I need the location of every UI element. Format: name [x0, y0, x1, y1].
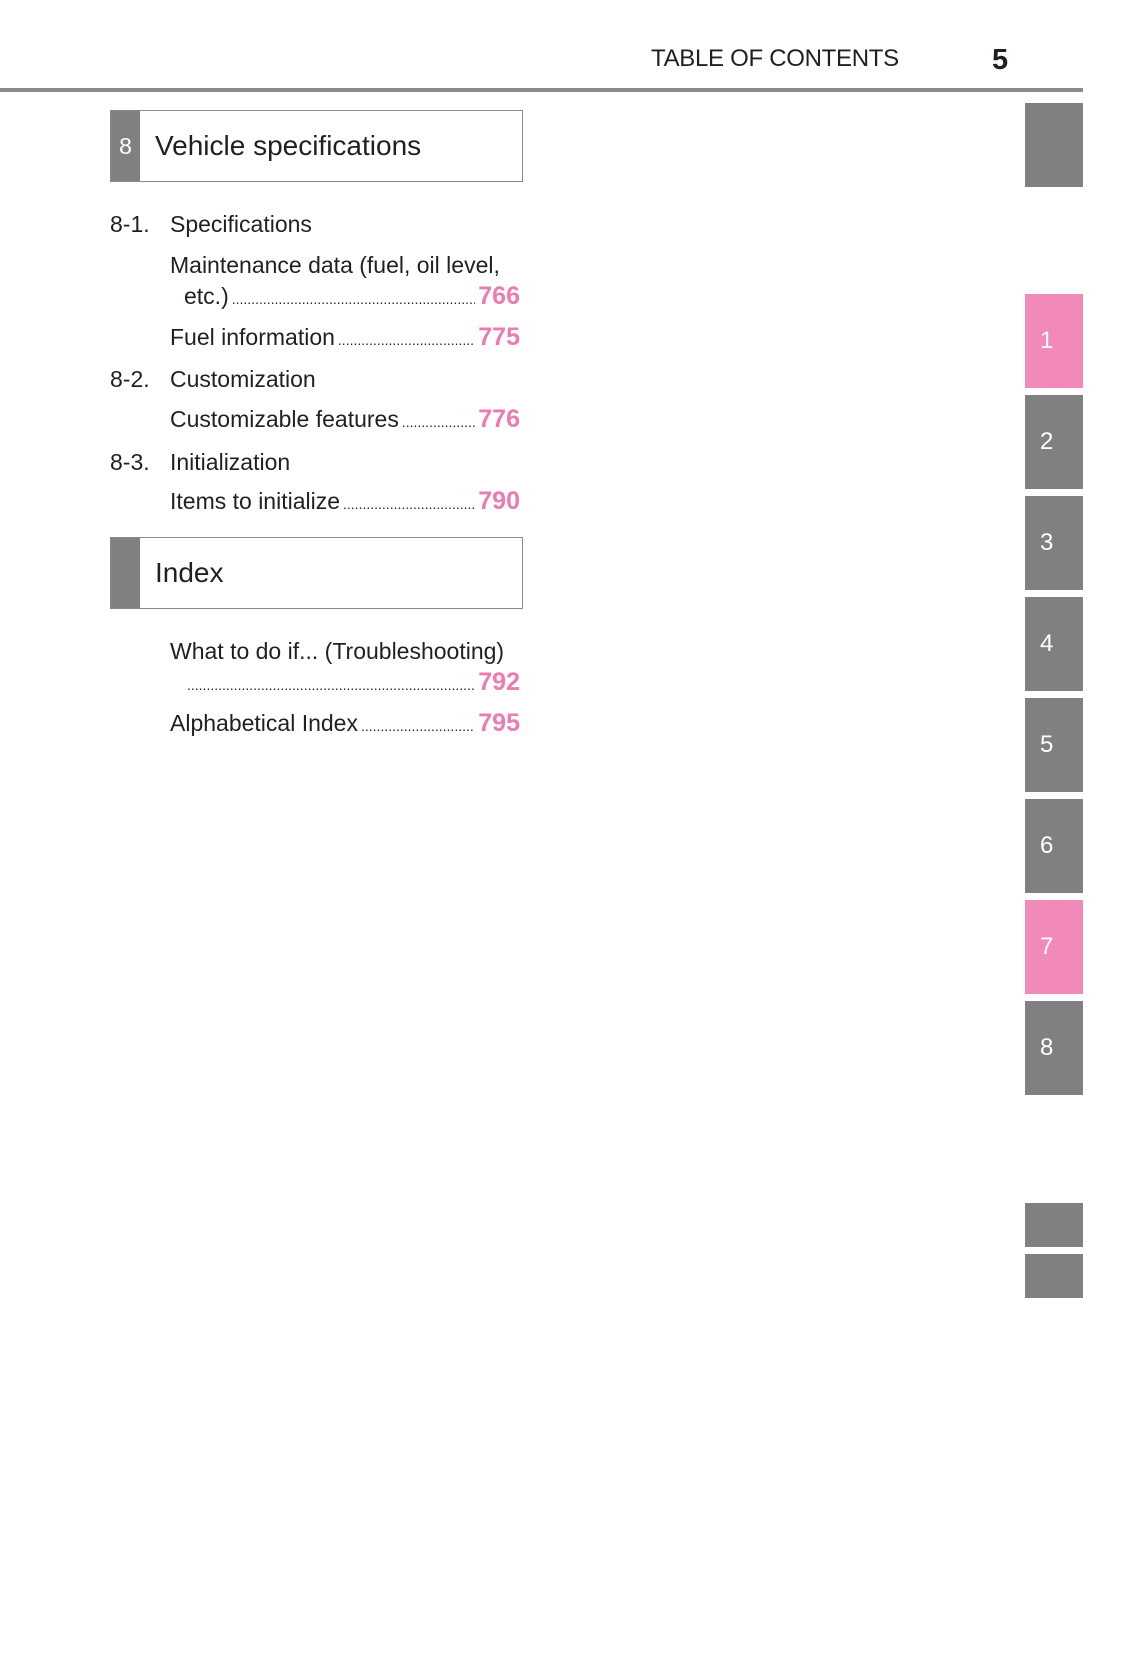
toc-entry-line: Maintenance data (fuel, oil level,: [170, 252, 500, 278]
leader-dots: [338, 332, 475, 348]
entry-page[interactable]: 775: [478, 323, 520, 351]
toc-entry[interactable]: Customizable features 776: [170, 405, 520, 434]
toc-entry[interactable]: Fuel information 775: [170, 323, 520, 352]
toc-entry-line: What to do if... (Troubleshooting): [170, 638, 505, 664]
entry-page[interactable]: 795: [478, 709, 520, 737]
leader-dots: [361, 718, 475, 734]
toc-entry[interactable]: 792: [184, 668, 520, 697]
thumb-tab-7[interactable]: 7: [1025, 900, 1083, 994]
index-bar: [111, 538, 140, 608]
section-title: Initialization: [170, 449, 291, 475]
thumb-tab-extra-1[interactable]: [1025, 1203, 1083, 1247]
section-heading: 8-2. Customization: [110, 366, 316, 393]
leader-dots: [402, 414, 475, 430]
chapter-number: 8: [111, 111, 140, 181]
section-number: 8-1.: [110, 211, 150, 237]
leader-dots: [232, 291, 476, 307]
section-heading: 8-1. Specifications: [110, 211, 312, 238]
thumb-tab-3[interactable]: 3: [1025, 496, 1083, 590]
entry-page[interactable]: 792: [478, 668, 520, 696]
thumb-tab-1[interactable]: 1: [1025, 294, 1083, 388]
page-number: 5: [992, 44, 1009, 76]
thumb-tab-4[interactable]: 4: [1025, 597, 1083, 691]
index-title: Index: [155, 557, 224, 588]
toc-entry[interactable]: Items to initialize 790: [170, 487, 520, 516]
thumb-tab-extra-2[interactable]: [1025, 1254, 1083, 1298]
entry-label: Customizable features: [170, 406, 399, 432]
thumb-tab-6[interactable]: 6: [1025, 799, 1083, 893]
toc-entry[interactable]: Alphabetical Index 795: [170, 709, 520, 738]
chapter-title: Vehicle specifications: [155, 130, 422, 161]
entry-page[interactable]: 776: [478, 405, 520, 433]
entry-page[interactable]: 766: [478, 282, 520, 310]
header-rule: [0, 88, 1083, 92]
section-number: 8-2.: [110, 366, 150, 392]
entry-label: Alphabetical Index: [170, 710, 358, 736]
chapter-8-heading: 8 Vehicle specifications: [110, 110, 523, 182]
section-number: 8-3.: [110, 449, 150, 475]
entry-page[interactable]: 790: [478, 487, 520, 515]
index-heading: Index: [110, 537, 523, 609]
entry-label: Items to initialize: [170, 488, 341, 514]
leader-dots: [187, 677, 475, 693]
section-title: Customization: [170, 366, 316, 392]
entry-label: etc.): [184, 283, 229, 309]
running-header-title: TABLE OF CONTENTS: [651, 45, 899, 72]
thumb-tab-2[interactable]: 2: [1025, 395, 1083, 489]
thumb-tab-8[interactable]: 8: [1025, 1001, 1083, 1095]
toc-entry[interactable]: etc.) 766: [184, 282, 520, 311]
section-heading: 8-3. Initialization: [110, 449, 290, 476]
thumb-tab-5[interactable]: 5: [1025, 698, 1083, 792]
leader-dots: [343, 496, 475, 512]
entry-label: Fuel information: [170, 324, 335, 350]
thumb-tab-toc[interactable]: [1025, 103, 1083, 187]
section-title: Specifications: [170, 211, 312, 237]
